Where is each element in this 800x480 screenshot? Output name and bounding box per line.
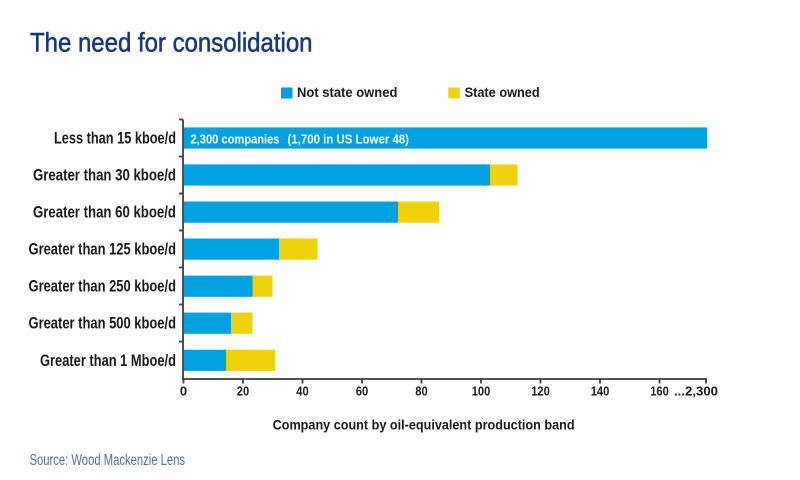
- svg-text:140: 140: [591, 384, 610, 399]
- svg-text:0: 0: [180, 384, 187, 399]
- svg-text:Source: Wood Mackenzie Lens: Source: Wood Mackenzie Lens: [30, 452, 186, 469]
- svg-text:60: 60: [356, 384, 368, 399]
- svg-text:State owned: State owned: [465, 85, 540, 101]
- svg-text:Company count by oil-equivalen: Company count by oil-equivalent producti…: [273, 417, 575, 433]
- svg-text:20: 20: [237, 384, 249, 399]
- svg-text:Greater than 30 kboe/d: Greater than 30 kboe/d: [33, 167, 176, 185]
- svg-text:Greater than 500 kboe/d: Greater than 500 kboe/d: [29, 315, 177, 333]
- svg-text:100: 100: [472, 384, 491, 399]
- svg-text:Greater than 60 kboe/d: Greater than 60 kboe/d: [33, 204, 176, 222]
- svg-text:2,300 companies: 2,300 companies: [191, 132, 280, 146]
- svg-text:(1,700 in US Lower 48): (1,700 in US Lower 48): [288, 132, 410, 146]
- svg-text:Less than 15 kboe/d: Less than 15 kboe/d: [54, 130, 176, 148]
- svg-text:160: 160: [650, 384, 669, 399]
- svg-text:Greater than 125 kboe/d: Greater than 125 kboe/d: [29, 241, 177, 259]
- svg-text:120: 120: [531, 384, 550, 399]
- svg-text:80: 80: [415, 384, 427, 399]
- svg-text:40: 40: [296, 384, 308, 399]
- svg-text:Greater than 1 Mboe/d: Greater than 1 Mboe/d: [40, 352, 176, 370]
- svg-text:Not state owned: Not state owned: [297, 85, 397, 101]
- svg-text:...2,300: ...2,300: [674, 384, 718, 399]
- svg-text:Greater than 250 kboe/d: Greater than 250 kboe/d: [29, 278, 177, 296]
- svg-text:The need for consolidation: The need for consolidation: [30, 28, 313, 58]
